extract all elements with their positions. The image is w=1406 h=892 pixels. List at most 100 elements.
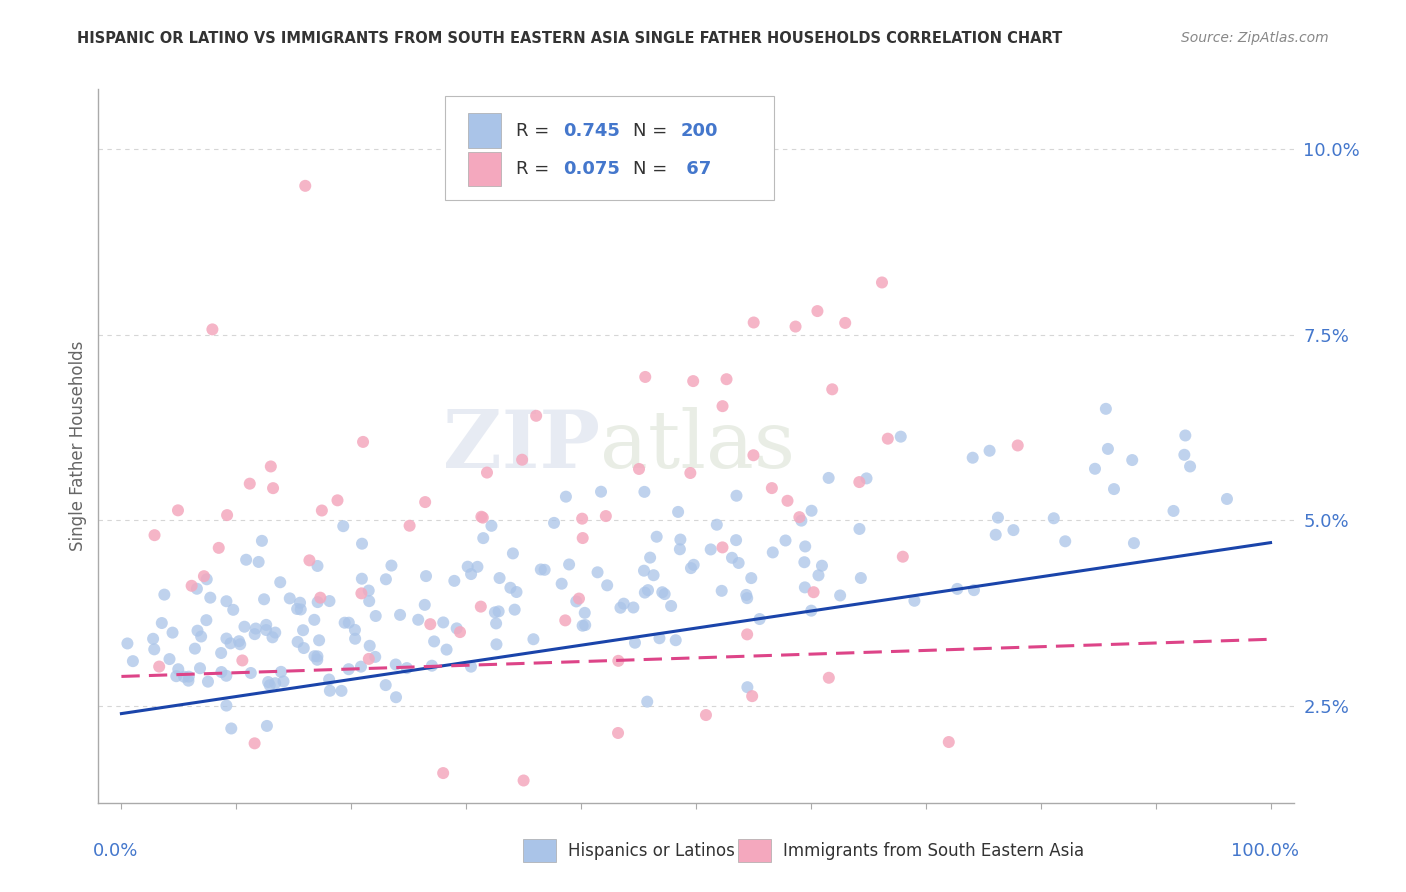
Point <box>457 559 479 574</box>
Point <box>184 641 207 656</box>
Point <box>350 537 373 551</box>
Point <box>903 594 925 608</box>
Point <box>215 632 238 646</box>
Text: R =: R = <box>516 161 554 178</box>
Point <box>503 602 526 616</box>
Point <box>117 636 139 650</box>
Point <box>337 615 360 630</box>
Point <box>790 514 813 528</box>
Point <box>318 673 340 687</box>
Point <box>870 276 893 290</box>
Point <box>344 632 367 646</box>
Point <box>876 432 898 446</box>
Point <box>472 531 495 545</box>
Point <box>380 558 402 573</box>
Point <box>530 562 553 576</box>
Point <box>682 374 704 388</box>
FancyBboxPatch shape <box>468 113 501 148</box>
Point <box>735 627 758 641</box>
Point <box>337 662 360 676</box>
Point <box>1084 462 1107 476</box>
Text: HISPANIC OR LATINO VS IMMIGRANTS FROM SOUTH EASTERN ASIA SINGLE FATHER HOUSEHOLD: HISPANIC OR LATINO VS IMMIGRANTS FROM SO… <box>77 31 1063 46</box>
Point <box>543 516 565 530</box>
Point <box>243 627 266 641</box>
Point <box>470 509 492 524</box>
Text: Hispanics or Latinos: Hispanics or Latinos <box>568 842 735 860</box>
Point <box>142 632 165 646</box>
Point <box>209 646 232 660</box>
Point <box>830 589 852 603</box>
Point <box>167 503 190 517</box>
Point <box>793 555 815 569</box>
Point <box>406 613 429 627</box>
Point <box>1007 438 1029 452</box>
Point <box>1121 453 1143 467</box>
Point <box>239 665 262 680</box>
Point <box>326 493 349 508</box>
Point <box>555 490 578 504</box>
Point <box>634 585 657 599</box>
Point <box>568 591 591 606</box>
Point <box>333 615 356 630</box>
Point <box>485 637 508 651</box>
Point <box>307 653 329 667</box>
Point <box>962 450 984 465</box>
Point <box>725 489 748 503</box>
Point <box>173 670 195 684</box>
Point <box>215 669 238 683</box>
FancyBboxPatch shape <box>523 839 557 862</box>
FancyBboxPatch shape <box>738 839 772 862</box>
Point <box>979 443 1001 458</box>
Point <box>264 676 287 690</box>
Point <box>571 511 593 525</box>
Point <box>413 598 436 612</box>
Point <box>607 726 630 740</box>
Point <box>278 591 301 606</box>
Point <box>499 581 522 595</box>
Point <box>359 594 381 608</box>
Point <box>359 639 381 653</box>
Point <box>793 581 815 595</box>
Point <box>817 471 839 485</box>
Point <box>679 561 702 575</box>
Point <box>229 637 252 651</box>
Point <box>633 484 655 499</box>
Point <box>374 572 396 586</box>
Point <box>484 606 506 620</box>
Point <box>890 430 912 444</box>
Point <box>235 553 257 567</box>
Point <box>512 773 534 788</box>
Point <box>643 568 665 582</box>
Point <box>596 578 619 592</box>
Point <box>292 641 315 656</box>
Point <box>807 568 830 582</box>
Point <box>806 304 828 318</box>
Text: Source: ZipAtlas.com: Source: ZipAtlas.com <box>1181 31 1329 45</box>
FancyBboxPatch shape <box>468 152 501 186</box>
Point <box>679 466 702 480</box>
Point <box>219 722 242 736</box>
Point <box>159 652 181 666</box>
Point <box>243 736 266 750</box>
Point <box>505 585 527 599</box>
Point <box>222 603 245 617</box>
Point <box>352 434 374 449</box>
Text: R =: R = <box>516 121 554 139</box>
Point <box>665 633 688 648</box>
Point <box>735 591 758 606</box>
Point <box>217 508 239 522</box>
Point <box>270 665 292 679</box>
Point <box>413 495 436 509</box>
Point <box>423 634 446 648</box>
Point <box>659 599 682 613</box>
Point <box>197 674 219 689</box>
Point <box>711 399 734 413</box>
Point <box>374 678 396 692</box>
Point <box>624 636 647 650</box>
Point <box>737 680 759 694</box>
Point <box>645 530 668 544</box>
Point <box>742 448 765 462</box>
Point <box>219 636 242 650</box>
Point <box>209 665 232 679</box>
Point <box>262 630 284 644</box>
